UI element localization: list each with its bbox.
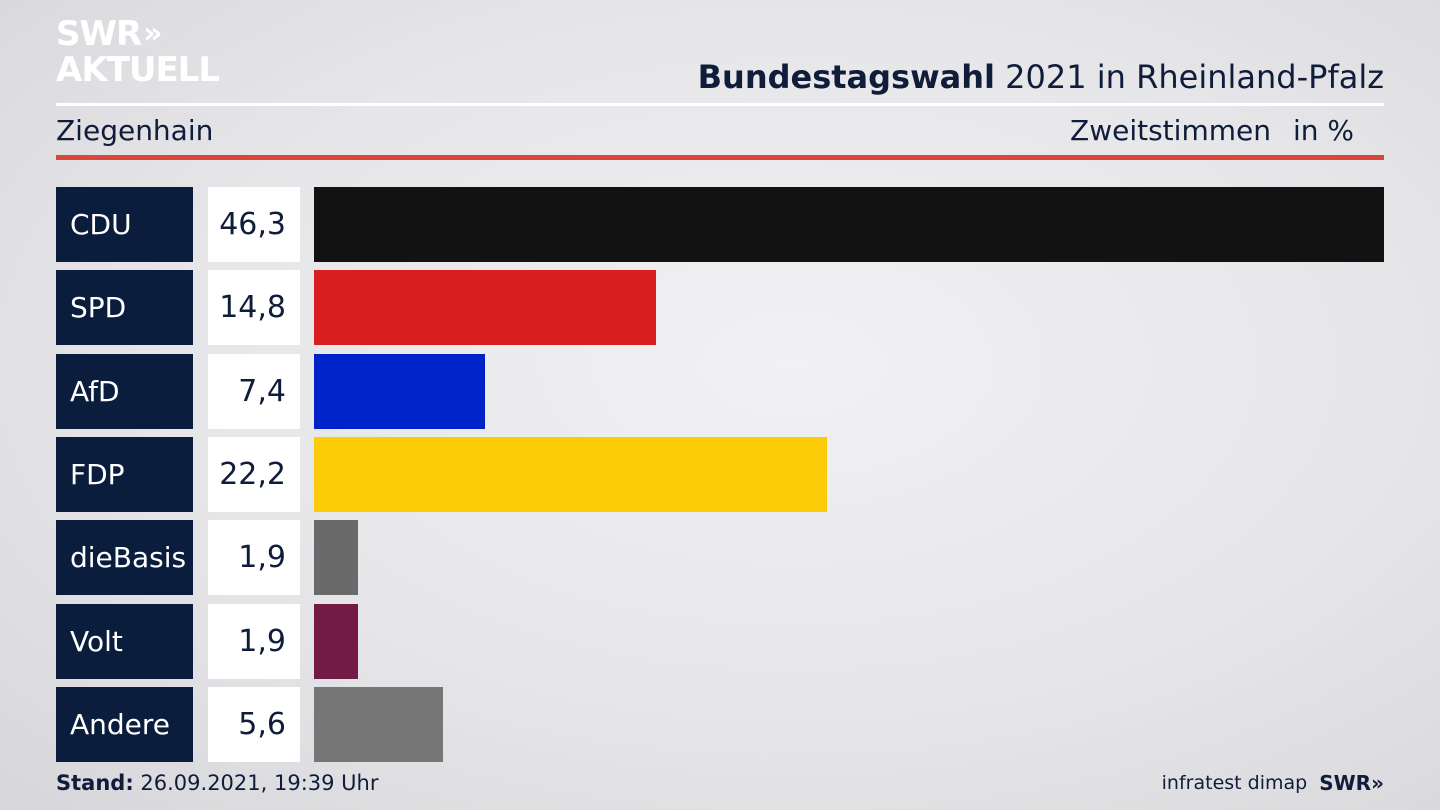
party-label: Volt (56, 603, 193, 679)
bar (314, 520, 358, 596)
value-label: 7,4 (208, 353, 300, 429)
bar-row: dieBasis 1,9 (56, 520, 1384, 596)
bar-row: Andere 5,6 (56, 686, 1384, 762)
bar (314, 436, 828, 512)
value-label: 22,2 (208, 436, 300, 512)
stand-value: 26.09.2021, 19:39 Uhr (133, 771, 379, 795)
bar-row: CDU 46,3 (56, 187, 1384, 262)
party-label: dieBasis (56, 520, 193, 596)
stand-label: Stand: (56, 771, 134, 795)
chevron-right-icon: » (143, 16, 163, 51)
logo-line-1: SWR (56, 14, 142, 54)
bar-row: AfD 7,4 (56, 353, 1384, 429)
value-label: 1,9 (208, 603, 300, 679)
value-label: 1,9 (208, 520, 300, 596)
bar-row: Volt 1,9 (56, 603, 1384, 679)
value-label: 5,6 (208, 686, 300, 762)
accent-divider (56, 155, 1384, 160)
bar (314, 353, 485, 429)
logo-line-2: AKTUELL (56, 50, 220, 90)
bar-row: SPD 14,8 (56, 270, 1384, 346)
measure-name: Zweitstimmen (1070, 114, 1271, 147)
source-credit: infratest dimap SWR» (1162, 771, 1384, 795)
party-label: CDU (56, 187, 193, 262)
footer-brand: SWR (1319, 771, 1372, 795)
bar (314, 187, 1384, 262)
unit-label: in % (1292, 114, 1354, 147)
party-label: Andere (56, 686, 193, 762)
source-label: infratest dimap (1161, 772, 1308, 794)
value-label: 46,3 (208, 187, 300, 262)
measure-label: Zweitstimmen in % (1070, 114, 1354, 147)
party-label: AfD (56, 353, 193, 429)
title-bold: Bundestagswahl (697, 58, 995, 96)
party-label: FDP (56, 436, 193, 512)
footer-swr-logo: SWR» (1319, 771, 1384, 795)
timestamp: Stand: 26.09.2021, 19:39 Uhr (56, 771, 379, 795)
bar (314, 270, 657, 346)
title-rest: 2021 in Rheinland-Pfalz (995, 58, 1384, 96)
party-label: SPD (56, 270, 193, 346)
swr-aktuell-logo: SWR» AKTUELL (56, 14, 220, 90)
bar (314, 603, 358, 679)
header-divider (56, 103, 1384, 106)
bar (314, 686, 444, 762)
location-label: Ziegenhain (56, 114, 214, 147)
bar-row: FDP 22,2 (56, 436, 1384, 512)
value-label: 14,8 (208, 270, 300, 346)
chart-title: Bundestagswahl 2021 in Rheinland-Pfalz (698, 58, 1384, 96)
chevron-right-icon: » (1371, 771, 1384, 795)
